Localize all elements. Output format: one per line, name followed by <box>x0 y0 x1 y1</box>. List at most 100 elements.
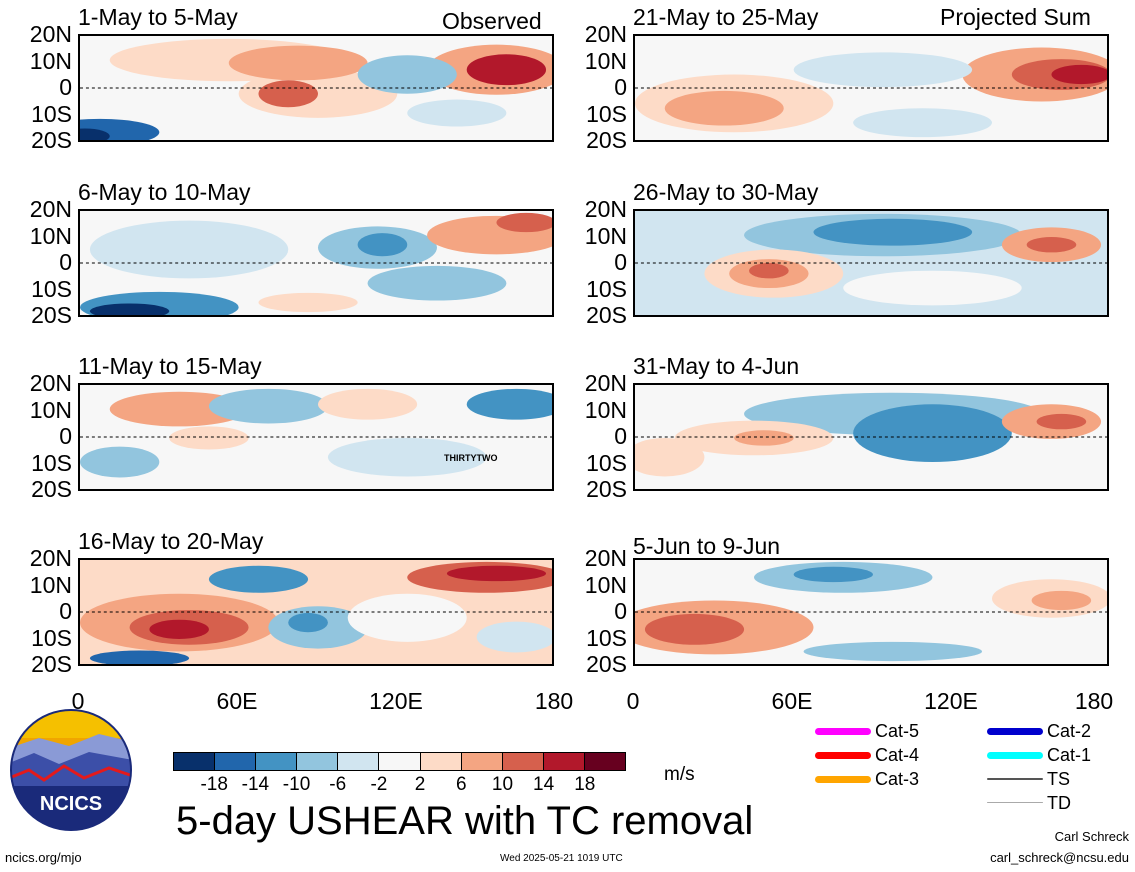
map-panel-8 <box>633 558 1109 666</box>
legend-label-td: TD <box>1047 793 1071 813</box>
panel-title-2: 6-May to 10-May <box>78 179 251 205</box>
colorbar-swatch <box>420 753 462 770</box>
lon-label-left-3: 180 <box>534 688 574 714</box>
lat-label: 20N <box>29 370 72 396</box>
footer-timestamp: Wed 2025-05-21 1019 UTC <box>500 853 623 864</box>
footer-url[interactable]: ncics.org/mjo <box>5 850 82 865</box>
main-title: 5-day USHEAR with TC removal <box>176 799 754 843</box>
map-panel-2 <box>78 209 554 317</box>
colorbar-swatch <box>338 753 380 770</box>
panel-title-6: 26-May to 30-May <box>633 179 819 205</box>
colorbar-swatch <box>502 753 544 770</box>
footer-email[interactable]: carl_schreck@ncsu.edu <box>990 850 1129 865</box>
panel-title-4: 16-May to 20-May <box>78 528 264 554</box>
colorbar-tick-label: 6 <box>455 774 467 795</box>
lon-label-right-0: 0 <box>626 688 640 714</box>
lat-label: 10N <box>29 396 72 423</box>
lat-label: 20N <box>29 21 72 47</box>
map-panel-7 <box>633 383 1109 491</box>
colorbar-tick-label: -14 <box>241 774 270 795</box>
colorbar-tick-label: -10 <box>282 774 311 795</box>
lon-label-left-2: 120E <box>369 688 423 714</box>
legend-swatch-ts <box>987 778 1043 780</box>
panel-tag-projected: Projected Sum <box>940 4 1091 30</box>
lon-label-right-1: 60E <box>771 688 813 714</box>
colorbar-swatch <box>174 753 216 770</box>
lat-label: 0 <box>614 598 627 624</box>
lat-label: 0 <box>614 74 627 100</box>
map-panel-6 <box>633 209 1109 317</box>
lat-label: 20S <box>586 651 627 677</box>
ncics-logo: NCICS <box>9 708 133 832</box>
lat-label: 10N <box>584 47 627 74</box>
colorbar-swatch <box>215 753 257 770</box>
colorbar-tick-label: -18 <box>200 774 228 795</box>
lat-label: 10N <box>29 47 72 74</box>
lat-label: 10S <box>586 624 627 651</box>
lat-label: 10S <box>31 100 72 127</box>
colorbar <box>173 752 626 771</box>
lat-label: 0 <box>59 423 72 449</box>
lat-label: 10N <box>584 222 627 249</box>
legend-label-ts: TS <box>1047 769 1071 789</box>
panel-tag-observed: Observed <box>442 8 542 34</box>
legend-swatch-cat-3 <box>815 776 871 783</box>
lat-label: 20N <box>29 196 72 222</box>
lat-label: 20S <box>31 302 72 328</box>
lat-label: 10S <box>31 624 72 651</box>
lon-label-right-3: 180 <box>1074 688 1114 714</box>
colorbar-tick-label: -2 <box>370 774 388 795</box>
lat-label: 10N <box>584 396 627 423</box>
panel-title-7: 31-May to 4-Jun <box>633 353 800 379</box>
legend-swatch-cat-1 <box>987 752 1043 759</box>
map-panel-3: THIRTYTWO <box>78 383 554 491</box>
colorbar-tick-label: 18 <box>574 774 596 795</box>
lat-label: 10S <box>31 449 72 476</box>
panel-title-3: 11-May to 15-May <box>78 353 262 379</box>
lon-label-right-2: 120E <box>924 688 978 714</box>
legend-swatch-cat-2 <box>987 728 1043 735</box>
logo-text: NCICS <box>40 793 102 815</box>
lat-label: 0 <box>614 423 627 449</box>
colorbar-units: m/s <box>664 764 695 785</box>
colorbar-swatch <box>543 753 585 770</box>
map-panel-5 <box>633 34 1109 142</box>
legend-swatch-cat-5 <box>815 728 871 735</box>
colorbar-swatch <box>379 753 421 770</box>
lat-label: 0 <box>59 74 72 100</box>
lat-label: 0 <box>59 598 72 624</box>
lat-label: 20N <box>29 545 72 571</box>
footer-author: Carl Schreck <box>1054 829 1129 844</box>
colorbar-tick-label: -6 <box>329 774 347 795</box>
legend-label-cat-2: Cat-2 <box>1047 721 1092 741</box>
lat-label: 20S <box>31 476 72 502</box>
map-panel-4 <box>78 558 554 666</box>
lon-label-left-0: 0 <box>71 688 85 714</box>
storm-label: THIRTYTWO <box>444 453 498 463</box>
lat-label: 20S <box>31 127 72 153</box>
lat-label: 0 <box>59 249 72 275</box>
colorbar-swatch <box>461 753 503 770</box>
lat-label: 20S <box>586 476 627 502</box>
panel-title-5: 21-May to 25-May <box>633 4 819 30</box>
colorbar-swatch <box>584 753 626 770</box>
colorbar-tick-label: 10 <box>491 774 514 795</box>
map-panel-1 <box>78 34 554 142</box>
colorbar-tick-label: 2 <box>414 774 426 795</box>
legend-label-cat-3: Cat-3 <box>875 769 920 789</box>
colorbar-tick-label: 14 <box>533 774 555 795</box>
lat-label: 0 <box>614 249 627 275</box>
legend-swatch-cat-4 <box>815 752 871 759</box>
lat-label: 10S <box>31 275 72 302</box>
lat-label: 20N <box>584 196 627 222</box>
lat-label: 10N <box>584 571 627 598</box>
panel-title-8: 5-Jun to 9-Jun <box>633 533 781 559</box>
lat-label: 10S <box>586 449 627 476</box>
lat-label: 20S <box>31 651 72 677</box>
legend-label-cat-1: Cat-1 <box>1047 745 1092 765</box>
lat-label: 10S <box>586 100 627 127</box>
lat-label: 10N <box>29 222 72 249</box>
legend-label-cat-4: Cat-4 <box>875 745 920 765</box>
lat-label: 20N <box>584 21 627 47</box>
lon-label-left-1: 60E <box>216 688 258 714</box>
